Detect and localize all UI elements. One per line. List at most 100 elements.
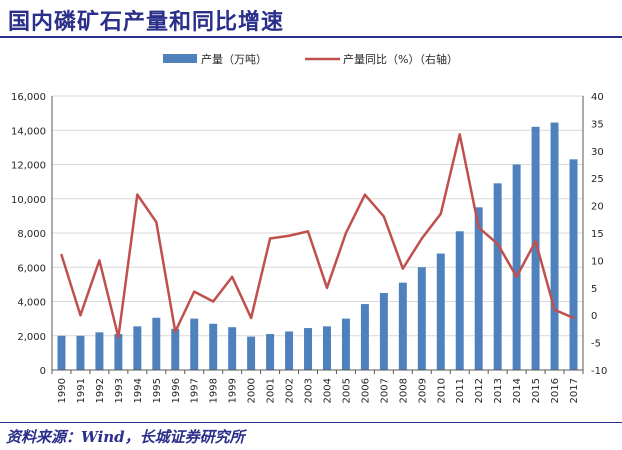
production-bar xyxy=(341,318,350,370)
production-bar xyxy=(133,326,142,370)
x-category-label: 1993 xyxy=(114,378,125,403)
legend: 产量（万吨） 产量同比（%）（右轴） xyxy=(163,52,458,66)
left-y-tick-label: 16,000 xyxy=(11,92,46,103)
x-category-label: 2015 xyxy=(531,378,542,403)
x-category-label: 1999 xyxy=(228,378,239,403)
tick-labels: 0 2,000 4,000 6,000 8,000 10,000 12,000 14,000 1… xyxy=(11,92,607,403)
x-category-label: 1994 xyxy=(133,378,144,403)
production-bar xyxy=(304,328,313,370)
production-bar xyxy=(512,164,521,370)
left-y-tick-label: 0 xyxy=(40,366,46,377)
growth-point xyxy=(306,230,310,233)
production-bar xyxy=(171,328,180,370)
production-bar xyxy=(474,207,483,370)
production-bar xyxy=(57,335,66,370)
axes xyxy=(51,96,584,374)
x-category-label: 2011 xyxy=(455,378,466,403)
x-category-label: 1996 xyxy=(171,378,182,403)
x-category-label: 2001 xyxy=(266,378,277,403)
left-y-tick-label: 8,000 xyxy=(17,229,46,240)
growth-point xyxy=(401,267,405,270)
growth-point xyxy=(211,300,215,303)
left-y-tick-label: 10,000 xyxy=(11,195,46,206)
growth-point xyxy=(420,237,424,240)
right-y-tick-label: 10 xyxy=(591,256,604,267)
x-category-label: 2005 xyxy=(341,378,352,403)
x-category-label: 2017 xyxy=(569,378,580,403)
x-category-label: 2003 xyxy=(304,378,315,403)
production-bar xyxy=(360,304,369,370)
growth-point xyxy=(193,290,196,293)
x-category-label: 1998 xyxy=(209,378,220,403)
left-y-tick-label: 14,000 xyxy=(11,126,46,137)
production-bar xyxy=(114,334,123,370)
growth-point xyxy=(174,330,177,333)
x-category-label: 1997 xyxy=(190,378,201,403)
page-title: 国内磷矿石产量和同比增速 xyxy=(8,9,285,35)
growth-point xyxy=(117,335,120,339)
legend-line-label: 产量同比（%）（右轴） xyxy=(343,52,458,66)
production-bar xyxy=(322,326,331,370)
growth-point xyxy=(287,234,291,237)
x-category-label: 2002 xyxy=(285,378,296,403)
x-category-label: 2010 xyxy=(436,378,447,403)
x-category-label: 2009 xyxy=(417,378,428,403)
growth-point xyxy=(534,240,537,243)
right-y-tick-label: 20 xyxy=(591,202,604,213)
production-bar xyxy=(190,318,199,370)
growth-point xyxy=(382,215,386,218)
right-y-tick-label: 0 xyxy=(591,311,597,322)
growth-point xyxy=(79,314,82,317)
x-category-label: 1991 xyxy=(76,378,87,403)
production-bar xyxy=(266,334,275,370)
right-y-tick-label: 5 xyxy=(591,284,597,295)
x-category-label: 2008 xyxy=(398,378,409,403)
x-category-label: 2012 xyxy=(474,378,485,403)
growth-point xyxy=(268,237,272,240)
legend-bar-swatch xyxy=(163,54,197,63)
growth-point xyxy=(325,286,329,289)
production-bar xyxy=(398,282,407,370)
right-y-tick-label: 15 xyxy=(591,229,604,240)
growth-point xyxy=(439,212,442,216)
x-category-label: 1992 xyxy=(95,378,106,403)
growth-point xyxy=(477,226,480,229)
bar-series xyxy=(57,122,578,370)
growth-point xyxy=(230,275,234,279)
growth-point xyxy=(496,242,499,246)
x-category-label: 2013 xyxy=(493,378,504,403)
source-note: 资料来源：Wind，长城证券研究所 xyxy=(6,428,245,446)
production-bar xyxy=(285,331,294,370)
right-y-tick-label: 30 xyxy=(591,147,604,158)
footer-divider xyxy=(0,422,622,423)
x-category-label: 2004 xyxy=(322,378,333,403)
growth-point xyxy=(249,316,253,320)
legend-bar-label: 产量（万吨） xyxy=(201,52,267,66)
production-chart: 产量（万吨） 产量同比（%）（右轴） 0 2,000 4,000 6,000 8,000… xyxy=(11,52,607,403)
production-bar xyxy=(95,332,104,370)
line-series xyxy=(60,133,575,339)
production-bar xyxy=(228,327,237,370)
growth-point xyxy=(60,253,63,257)
production-bar xyxy=(209,323,218,370)
production-bar xyxy=(493,183,502,370)
right-y-tick-label: -10 xyxy=(591,366,607,377)
production-bar xyxy=(531,126,540,370)
growth-point xyxy=(136,193,139,196)
left-y-tick-label: 12,000 xyxy=(11,161,46,172)
production-bar xyxy=(417,267,426,370)
right-y-tick-label: 40 xyxy=(591,92,604,103)
production-bar xyxy=(247,336,256,370)
production-bar xyxy=(569,159,578,370)
growth-point xyxy=(363,193,367,196)
growth-point xyxy=(553,308,556,311)
production-bar xyxy=(379,292,388,370)
growth-point xyxy=(155,220,158,224)
x-category-label: 2006 xyxy=(360,378,371,403)
growth-point xyxy=(515,275,518,279)
x-category-label: 2000 xyxy=(247,378,258,403)
growth-point xyxy=(572,316,575,320)
production-bar xyxy=(455,231,464,370)
growth-point xyxy=(458,133,461,136)
x-category-label: 2007 xyxy=(379,378,390,403)
